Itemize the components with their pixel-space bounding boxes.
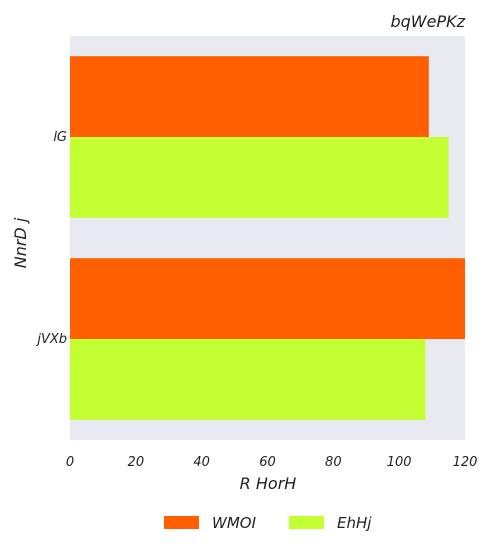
bar-EhHj-jVXb: [70, 339, 426, 420]
legend-swatch-EhHj: [289, 516, 324, 529]
x-tick-label: 80: [325, 455, 342, 470]
x-tick-label: 120: [453, 455, 478, 470]
x-tick-label: 60: [259, 455, 276, 470]
x-axis-label: R HorH: [240, 474, 297, 493]
x-tick-label: 20: [128, 455, 145, 470]
y-tick-label: jVXb: [35, 332, 67, 347]
x-axis-ticks: 0 20 40 60 80 100 120: [66, 455, 478, 470]
x-tick-label: 0: [66, 455, 74, 470]
y-axis-ticks: lG jVXb: [35, 130, 67, 347]
legend-swatch-WMOI: [164, 516, 199, 529]
x-tick-label: 100: [387, 455, 412, 470]
legend-label-WMOI: WMOI: [212, 514, 257, 532]
y-axis-label: NnrD j: [11, 217, 30, 268]
chart-title: bqWePKz: [390, 12, 465, 31]
x-tick-label: 40: [193, 455, 210, 470]
bars-group: [70, 56, 465, 420]
bar-EhHj-lG: [70, 137, 449, 218]
y-tick-label: lG: [53, 130, 67, 145]
legend-label-EhHj: EhHj: [337, 514, 372, 532]
bar-WMOI-lG: [70, 56, 429, 138]
bar-WMOI-jVXb: [70, 258, 465, 339]
legend: WMOI EhHj: [164, 514, 372, 532]
